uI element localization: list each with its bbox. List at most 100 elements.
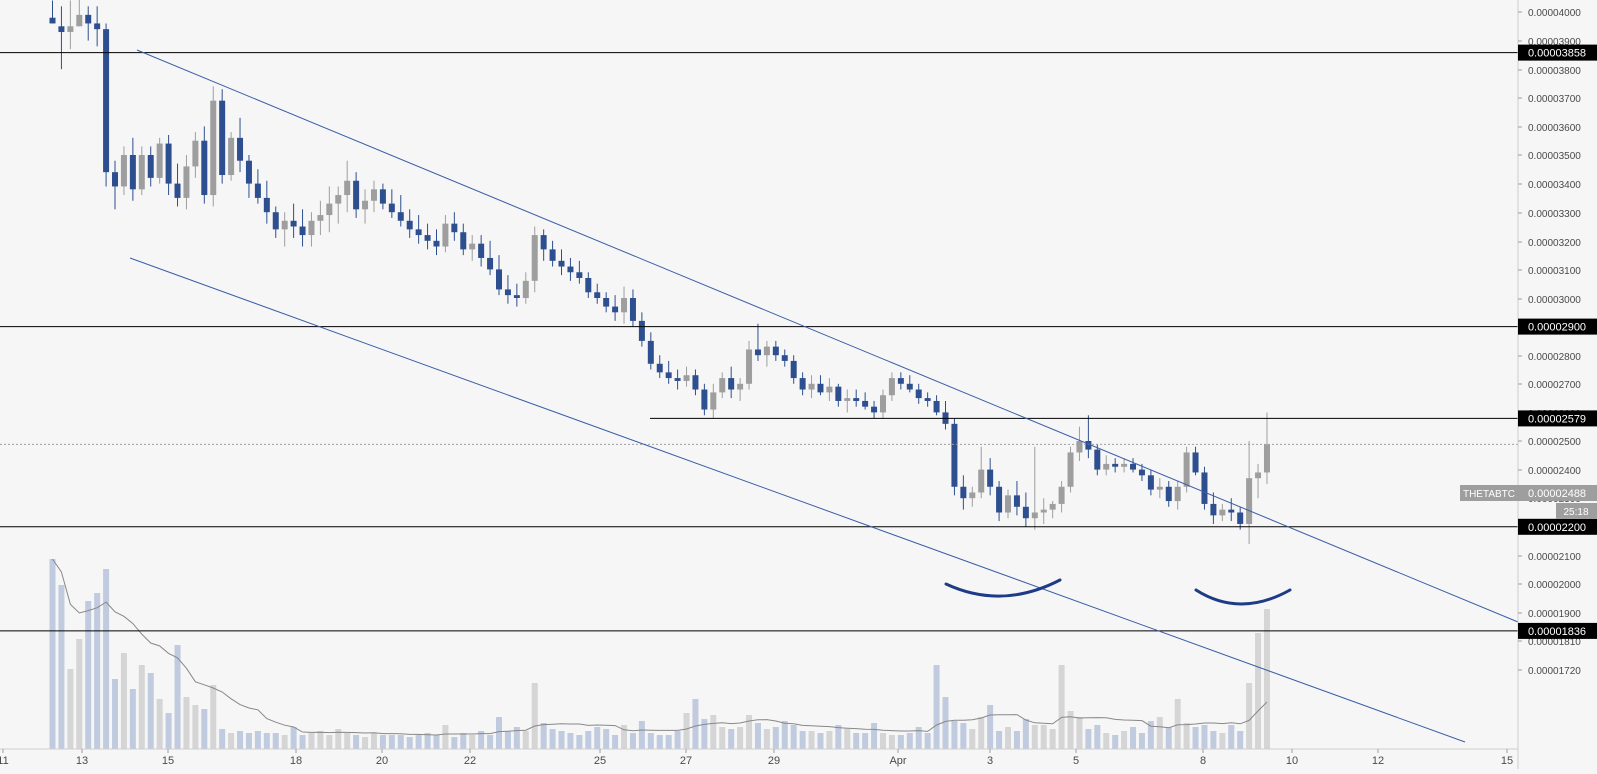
volume-bar: [933, 665, 940, 749]
candle-body: [219, 100, 226, 176]
candle-body: [290, 220, 297, 227]
level-label-background: [1518, 410, 1597, 427]
level-label-background: [1518, 622, 1597, 639]
volume-bar: [299, 735, 306, 749]
y-tick-label: 0.00003500: [1528, 151, 1581, 162]
candle-body: [183, 166, 190, 198]
candle-body: [808, 383, 815, 390]
candle-body: [67, 26, 74, 33]
candle-body: [415, 229, 422, 236]
level-label-background: [1518, 44, 1597, 61]
volume-bar: [603, 729, 610, 749]
candle-body: [1192, 452, 1199, 473]
volume-bar: [1174, 699, 1181, 749]
volume-bar: [1013, 731, 1020, 749]
candle-body: [879, 395, 886, 413]
candle-body: [531, 235, 538, 281]
volume-bar: [129, 689, 136, 749]
volume-bar: [924, 733, 931, 749]
candle-body: [1228, 509, 1235, 513]
volume-bar: [853, 733, 860, 749]
volume-bar: [1103, 733, 1110, 749]
volume-bar: [585, 731, 592, 749]
volume-bar: [808, 731, 815, 749]
y-tick-label: 0.00002500: [1528, 437, 1581, 448]
volume-bar: [960, 723, 967, 749]
candle-body: [790, 360, 797, 379]
candle-body: [192, 140, 199, 167]
candle-body: [138, 155, 145, 190]
volume-bar: [58, 585, 65, 749]
x-tick-label: 11: [0, 755, 9, 767]
volume-bar: [540, 723, 547, 749]
price-axis-background: [1518, 0, 1597, 769]
y-tick-label: 0.00003700: [1528, 94, 1581, 105]
candle-body: [379, 189, 386, 204]
price-labels-layer: 0.00003858 0.00002900 0.00002579 0.00002200…: [1518, 44, 1597, 639]
volume-bar: [1183, 723, 1190, 749]
volume-bar: [531, 683, 538, 749]
y-tick-label: 0.00003600: [1528, 123, 1581, 134]
y-tick-label: 0.00003400: [1528, 180, 1581, 191]
candle-body: [469, 243, 476, 250]
candle-body: [978, 469, 985, 493]
candle-body: [585, 277, 592, 293]
candle-body: [210, 100, 217, 196]
volume-bar: [1067, 711, 1074, 749]
candle-body: [603, 298, 610, 307]
candle-body: [1112, 463, 1119, 467]
candle-body: [871, 406, 878, 413]
candle-body: [120, 155, 127, 187]
candle-body: [406, 220, 413, 230]
volume-bar: [1058, 665, 1065, 749]
candle-body: [1031, 512, 1038, 519]
candle-body: [1005, 495, 1012, 513]
volume-bar: [1049, 729, 1056, 749]
level-label: 0.00002579: [1528, 413, 1586, 425]
x-tick-label: 15: [162, 755, 174, 767]
candle-body: [558, 260, 565, 267]
volume-bar: [326, 735, 333, 749]
volume-bar: [112, 679, 119, 749]
y-tick-label: 0.00001810: [1528, 637, 1581, 648]
volume-bar: [156, 699, 163, 749]
level-label: 0.00003858: [1528, 48, 1586, 60]
candle-body: [335, 195, 342, 204]
volume-bar: [120, 653, 127, 749]
lines-layer: [0, 49, 1519, 743]
volume-bar: [344, 733, 351, 749]
candle-body: [826, 386, 833, 393]
candles-layer: [49, 0, 1270, 544]
volume-bar: [1085, 729, 1092, 749]
candle-body: [165, 143, 172, 184]
y-tick-label: 0.00002100: [1528, 552, 1581, 563]
candle-body: [58, 26, 65, 33]
candle-body: [174, 183, 181, 198]
volume-bar: [103, 569, 110, 749]
volume-bar: [487, 735, 494, 749]
volume-bar: [388, 735, 395, 749]
candle-body: [1121, 463, 1128, 467]
candle-body: [737, 383, 744, 390]
volume-bar: [746, 715, 753, 749]
candle-body: [299, 226, 306, 236]
candle-body: [254, 183, 261, 198]
x-tick-label: 18: [290, 755, 302, 767]
volume-bar: [987, 705, 994, 749]
volume-bar: [1121, 731, 1128, 749]
volume-bar: [263, 733, 270, 749]
candle-body: [799, 378, 806, 390]
candle-body: [844, 398, 851, 401]
volume-bar: [719, 727, 726, 749]
volume-bar: [558, 731, 565, 749]
volume-bar: [656, 735, 663, 749]
candle-body: [49, 17, 56, 24]
volume-bar: [942, 697, 949, 749]
candle-body: [370, 189, 377, 201]
volume-bar: [504, 731, 511, 749]
volume-bar: [478, 731, 485, 749]
candle-body: [853, 398, 860, 401]
volume-bar: [897, 735, 904, 749]
volume-bar: [415, 735, 422, 749]
